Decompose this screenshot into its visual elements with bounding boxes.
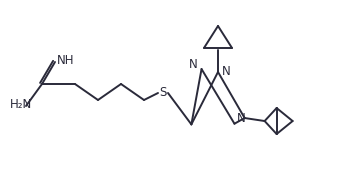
- Text: N: N: [237, 112, 246, 125]
- Text: N: N: [222, 65, 231, 78]
- Text: S: S: [159, 87, 167, 100]
- Text: H₂N: H₂N: [10, 99, 32, 112]
- Text: N: N: [189, 57, 198, 70]
- Text: NH: NH: [57, 54, 75, 67]
